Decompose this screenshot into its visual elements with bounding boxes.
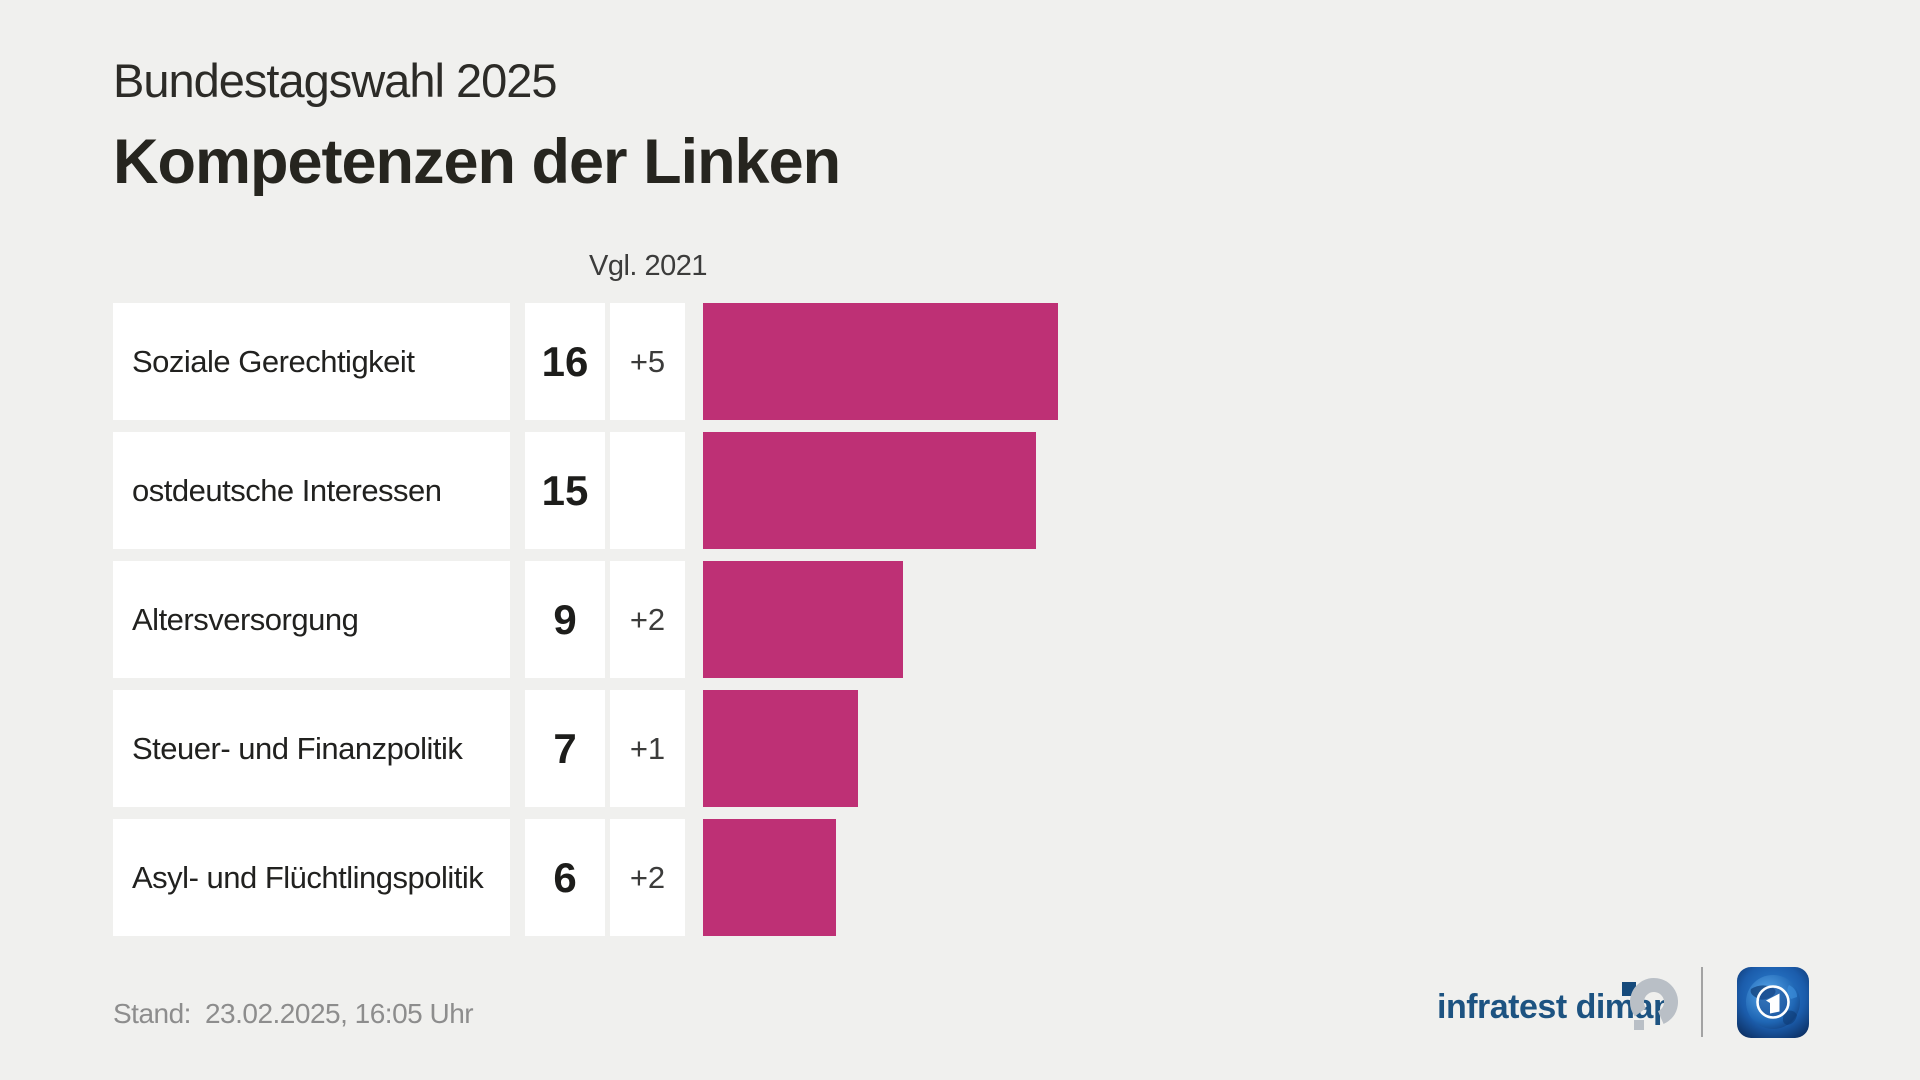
bar-segment [703, 819, 837, 936]
chart-subtitle: Bundestagswahl 2025 [113, 54, 558, 107]
value-cell: 7 [525, 690, 605, 807]
bar-segment [703, 690, 859, 807]
category-label: Steuer- und Finanzpolitik [113, 690, 510, 807]
table-row: Soziale Gerechtigkeit 16 +5 [113, 303, 1059, 420]
ard-logo-icon [1737, 967, 1809, 1043]
delta-cell [610, 432, 685, 549]
table-row: Steuer- und Finanzpolitik 7 +1 [113, 690, 1058, 807]
value-cell: 16 [525, 303, 605, 420]
bar-segment [703, 432, 1036, 549]
category-label: Asyl- und Flüchtlingspolitik [113, 819, 510, 936]
bar-chart: Soziale Gerechtigkeit 16 +5 ostdeutsche … [113, 303, 1059, 948]
infratest-dimap-logo-icon [1620, 972, 1678, 1039]
value-cell: 15 [525, 432, 605, 549]
value-cell: 9 [525, 561, 605, 678]
delta-cell: +2 [610, 561, 685, 678]
category-label: Soziale Gerechtigkeit [113, 303, 510, 420]
value-cell: 6 [525, 819, 605, 936]
delta-cell: +1 [610, 690, 685, 807]
status-timestamp: Stand: 23.02.2025, 16:05 Uhr [113, 998, 474, 1030]
table-row: Asyl- und Flüchtlingspolitik 6 +2 [113, 819, 1058, 936]
stand-value: 23.02.2025, 16:05 Uhr [204, 998, 474, 1029]
category-label: Altersversorgung [113, 561, 510, 678]
stand-label: Stand: [113, 998, 191, 1029]
bar-segment [703, 303, 1059, 420]
table-row: ostdeutsche Interessen 15 [113, 432, 1058, 549]
delta-cell: +2 [610, 819, 685, 936]
comparison-column-header: Vgl. 2021 [588, 250, 708, 282]
bar-segment [703, 561, 903, 678]
page-title: Kompetenzen der Linken [113, 127, 841, 197]
delta-cell: +5 [610, 303, 685, 420]
category-label: ostdeutsche Interessen [113, 432, 510, 549]
table-row: Altersversorgung 9 +2 [113, 561, 1058, 678]
footer-divider [1701, 967, 1703, 1037]
